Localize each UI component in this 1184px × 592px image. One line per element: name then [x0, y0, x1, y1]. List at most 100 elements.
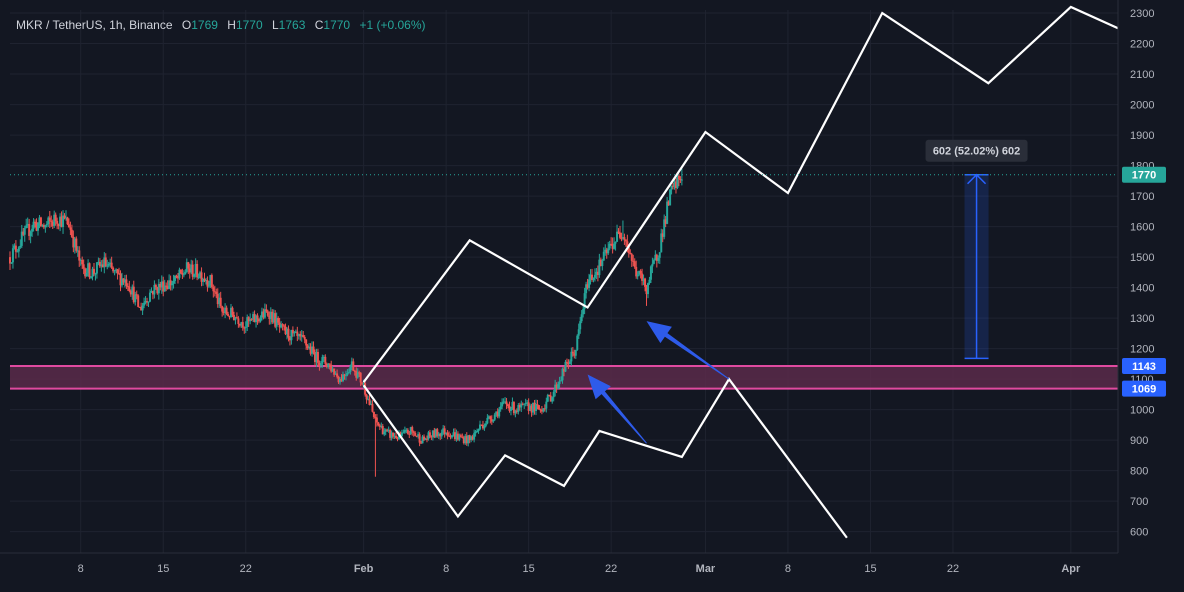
candle-body	[567, 362, 570, 365]
candle-body	[291, 329, 294, 334]
candle-body	[353, 370, 356, 372]
measure-tool[interactable]: 602 (52.02%) 602	[925, 139, 1028, 360]
candle-body	[113, 270, 116, 272]
candle-body	[59, 216, 62, 227]
candle-body	[474, 431, 477, 434]
candle-body	[361, 382, 364, 385]
candle-body	[75, 238, 78, 251]
candle-body	[181, 272, 184, 275]
candle-body	[509, 408, 512, 411]
candle-body	[611, 243, 614, 249]
candle-body	[645, 286, 648, 295]
candle-body	[400, 432, 403, 436]
projection-down-line[interactable]	[362, 377, 848, 539]
candle-body	[412, 431, 415, 433]
projection-lines[interactable]	[362, 5, 1119, 539]
arrows[interactable]	[587, 321, 730, 444]
candle-body	[92, 268, 95, 274]
candle-body	[305, 339, 308, 346]
candle-body	[560, 380, 563, 382]
candle-body	[225, 307, 228, 314]
candle-body	[664, 219, 667, 224]
candle-body	[561, 368, 564, 381]
candle-body	[537, 405, 540, 410]
candle-body	[616, 231, 619, 242]
candle-body	[467, 435, 470, 444]
y-tick-label: 1600	[1130, 222, 1154, 234]
candle-body	[596, 271, 599, 276]
price-scale[interactable]	[1118, 0, 1184, 592]
candle-body	[362, 383, 365, 385]
candle-body	[667, 201, 670, 206]
candle-body	[649, 266, 652, 280]
candle-body	[286, 328, 288, 335]
candle-body	[375, 417, 378, 423]
measure-arrowhead[interactable]	[967, 173, 987, 185]
candle-body	[674, 181, 677, 188]
x-tick-label: 22	[240, 563, 252, 575]
projection-up-line[interactable]	[362, 5, 1119, 383]
candle-body	[568, 361, 571, 365]
candle-body	[514, 410, 517, 414]
candle-body	[94, 273, 97, 275]
zone-high-tag: 1143	[1132, 361, 1156, 373]
candle-body	[489, 416, 492, 420]
x-tick-label: 8	[785, 563, 791, 575]
candle-body	[14, 245, 17, 252]
candle-body	[100, 264, 103, 267]
candle-body	[42, 224, 45, 228]
candle-body	[558, 381, 561, 385]
candle-body	[498, 409, 501, 417]
candle-body	[216, 293, 219, 305]
candle-body	[554, 384, 557, 392]
candle-body	[224, 307, 227, 313]
candle-body	[134, 294, 137, 303]
candle-body	[182, 274, 185, 276]
candle-body	[262, 311, 265, 318]
candle-body	[334, 373, 337, 375]
candle-body	[549, 395, 552, 402]
candle-body	[131, 286, 134, 295]
candle-body	[107, 264, 110, 266]
low-label: L	[272, 18, 279, 32]
candle-body	[598, 259, 601, 276]
arrow[interactable]	[587, 374, 647, 444]
candle-body	[253, 314, 256, 323]
candle-body	[676, 175, 679, 188]
arrow[interactable]	[646, 321, 730, 380]
candle-body	[582, 308, 585, 315]
candle-body	[555, 384, 558, 389]
time-scale[interactable]	[0, 553, 1184, 592]
ohlc-header: MKR / TetherUS, 1h, Binance O1769 H1770 …	[16, 18, 425, 32]
zone-fill[interactable]	[10, 366, 1118, 389]
candle-body	[109, 262, 112, 265]
candle-body	[341, 374, 344, 382]
candle-body	[530, 405, 533, 413]
y-tick-label: 600	[1130, 527, 1148, 539]
candle-body	[237, 318, 240, 324]
candle-body	[588, 279, 591, 288]
candle-body	[377, 422, 380, 426]
candle-body	[247, 317, 250, 322]
candle-body	[495, 411, 498, 415]
candle-body	[654, 254, 657, 261]
support-zone[interactable]	[10, 365, 1118, 390]
x-tick-label: 15	[864, 563, 876, 575]
candle-body	[31, 228, 34, 232]
candle-body	[456, 433, 459, 440]
y-tick-label: 2000	[1130, 100, 1154, 112]
candle-body	[272, 313, 275, 323]
x-tick-label: Mar	[696, 563, 716, 575]
candle-body	[624, 239, 627, 242]
candle-body	[359, 372, 362, 383]
change-value: +1 (+0.06%)	[359, 18, 425, 32]
candle-body	[137, 295, 140, 307]
high-value: 1770	[236, 18, 263, 32]
candle-body	[312, 346, 315, 353]
candle-body	[322, 356, 325, 358]
candle-body	[112, 267, 115, 272]
candle-body	[50, 220, 53, 222]
candle-body	[258, 319, 261, 322]
